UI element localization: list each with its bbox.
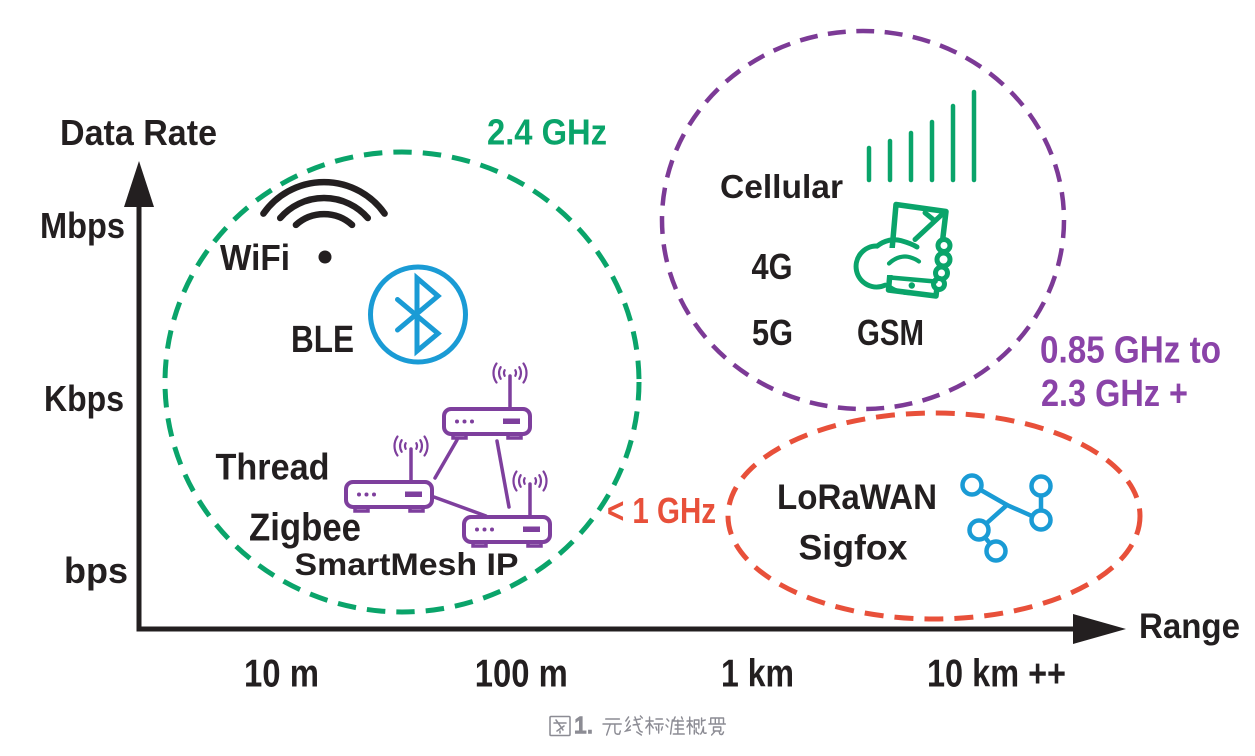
svg-text:Data Rate: Data Rate — [60, 112, 217, 153]
svg-text:LoRaWAN: LoRaWAN — [777, 477, 937, 517]
svg-text:BLE: BLE — [291, 319, 354, 361]
svg-text:GSM: GSM — [857, 312, 924, 353]
svg-text:Zigbee: Zigbee — [249, 507, 361, 550]
svg-text:Thread: Thread — [216, 447, 330, 488]
svg-text:1 km: 1 km — [721, 653, 794, 696]
svg-text:0.85 GHz to: 0.85 GHz to — [1040, 330, 1221, 372]
svg-text:Sigfox: Sigfox — [799, 528, 908, 568]
svg-text:< 1 GHz: < 1 GHz — [607, 490, 716, 531]
svg-text:bps: bps — [64, 550, 128, 591]
svg-text:100 m: 100 m — [475, 653, 568, 696]
svg-text:Range: Range — [1139, 607, 1240, 646]
svg-text:1.: 1. — [574, 712, 593, 738]
svg-text:Cellular: Cellular — [720, 168, 843, 205]
svg-text:2.4 GHz: 2.4 GHz — [487, 112, 607, 153]
svg-text:5G: 5G — [752, 312, 793, 353]
svg-text:4G: 4G — [752, 246, 793, 287]
svg-text:Kbps: Kbps — [44, 378, 124, 419]
svg-text:WiFi: WiFi — [220, 237, 290, 278]
svg-text:10 km ++: 10 km ++ — [927, 653, 1066, 696]
svg-text:10 m: 10 m — [244, 653, 319, 696]
svg-text:SmartMesh IP: SmartMesh IP — [295, 546, 519, 582]
svg-text:Mbps: Mbps — [40, 205, 125, 246]
svg-text:2.3 GHz +: 2.3 GHz + — [1041, 373, 1188, 415]
